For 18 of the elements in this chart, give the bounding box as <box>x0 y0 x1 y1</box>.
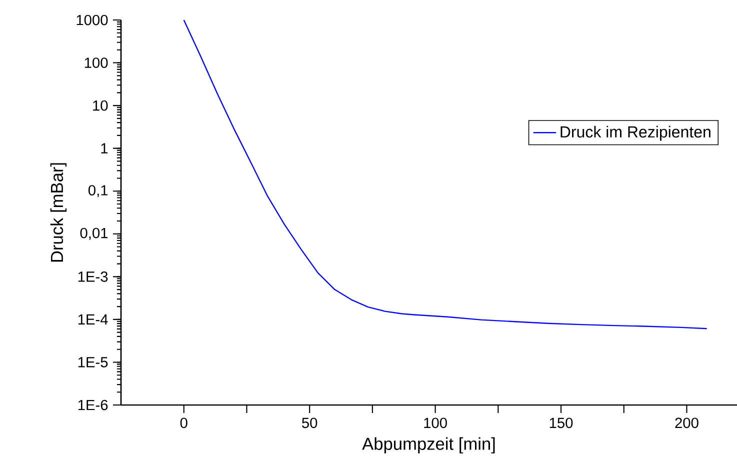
y-axis-title: Druck [mBar] <box>50 163 67 262</box>
y-tick-label: 10 <box>93 100 108 111</box>
x-tick-label: 100 <box>424 418 447 428</box>
y-tick-label: 1E-6 <box>78 400 108 410</box>
y-tick-label: 0,1 <box>88 185 108 198</box>
x-tick-label: 200 <box>675 418 698 428</box>
y-tick-label: 1000 <box>76 14 108 26</box>
legend-label: Druck im Rezipienten <box>560 126 710 141</box>
x-tick-label: 0 <box>180 418 188 428</box>
x-axis-title: Abpumpzeit [min] <box>362 437 495 454</box>
y-tick-label: 100 <box>84 58 108 68</box>
y-tick-label: 1E-3 <box>78 271 108 282</box>
x-tick-label: 150 <box>550 418 573 428</box>
x-tick-label: 50 <box>302 418 318 428</box>
y-tick-label: 0,01 <box>80 228 108 240</box>
y-tick-label: 1E-4 <box>78 314 108 324</box>
y-tick-label: 1 <box>101 143 108 154</box>
y-tick-label: 1E-5 <box>78 357 108 368</box>
